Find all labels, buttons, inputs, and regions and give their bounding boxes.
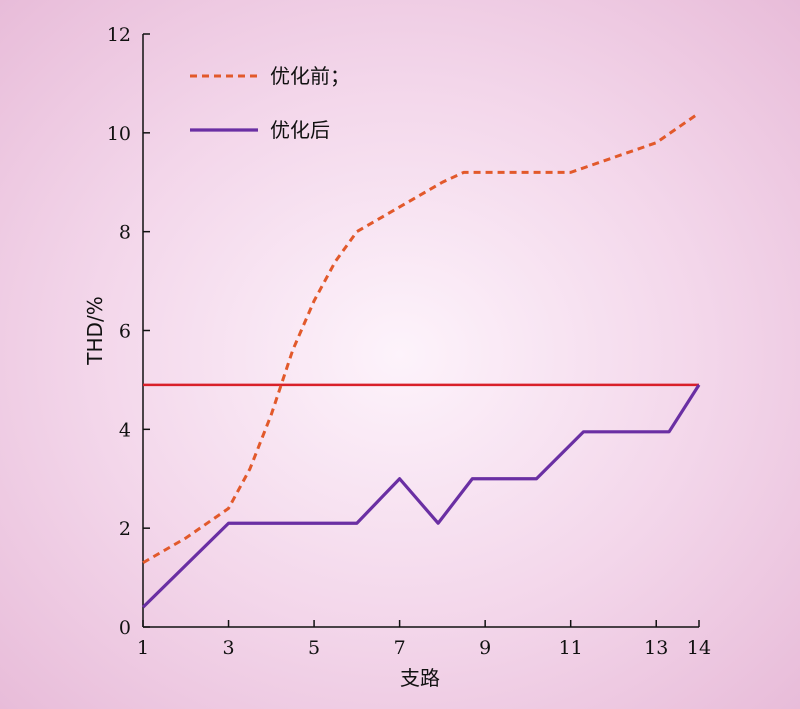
series-line-1 (142, 111, 700, 565)
y-axis-title: THD/% (83, 296, 107, 365)
legend-label-2: 优化后 (270, 118, 330, 142)
y-tick-label: 0 (119, 617, 131, 639)
y-tick-label: 4 (119, 419, 131, 441)
legend: 优化前； 优化后 (190, 64, 350, 142)
legend-label-1: 优化前； (270, 64, 350, 88)
y-tick-label: 2 (119, 518, 131, 540)
series-layer (141, 111, 701, 609)
x-tick-label: 9 (479, 637, 491, 659)
x-tick-label: 3 (222, 637, 234, 659)
x-tick-label: 5 (308, 637, 320, 659)
x-tick-label: 13 (644, 637, 668, 659)
x-tick-label: 1 (137, 637, 149, 659)
x-axis-title: 支路 (400, 666, 440, 690)
series-line-2 (141, 383, 701, 609)
y-tick-label: 6 (119, 321, 131, 343)
y-tick-label: 8 (119, 222, 131, 244)
y-tick-label: 12 (107, 24, 131, 46)
x-tick-label: 11 (559, 637, 583, 659)
y-tick-label: 10 (107, 123, 131, 145)
x-tick-label: 7 (394, 637, 406, 659)
x-tick-label: 14 (687, 637, 711, 659)
